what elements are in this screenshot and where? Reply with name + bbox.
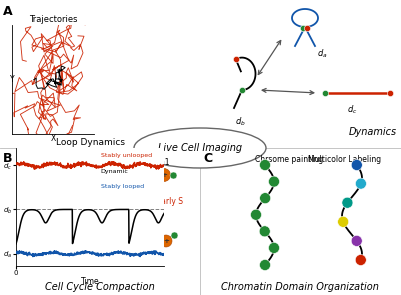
Text: A: A	[3, 5, 12, 18]
Circle shape	[134, 168, 146, 181]
Text: Dynamic: Dynamic	[101, 169, 128, 173]
X-axis label: X: X	[51, 134, 56, 143]
Ellipse shape	[134, 128, 266, 168]
Text: Stably unlooped: Stably unlooped	[101, 153, 152, 158]
Text: Chrsome painting: Chrsome painting	[255, 155, 323, 164]
Circle shape	[338, 216, 348, 227]
Y-axis label: Distance: Distance	[0, 190, 2, 223]
Circle shape	[126, 168, 138, 181]
Text: B: B	[3, 152, 12, 165]
Circle shape	[259, 193, 271, 204]
Circle shape	[149, 225, 161, 237]
Text: +: +	[129, 226, 135, 232]
Circle shape	[137, 233, 149, 245]
Circle shape	[342, 197, 353, 208]
Title: Trajectories: Trajectories	[29, 15, 77, 24]
X-axis label: Time: Time	[81, 277, 99, 286]
Text: Early G1: Early G1	[137, 158, 169, 167]
Y-axis label: Y: Y	[10, 75, 14, 84]
Text: $d_a$: $d_a$	[317, 48, 328, 60]
Text: Multicolor Labeling: Multicolor Labeling	[308, 155, 382, 164]
Text: Dynamics: Dynamics	[349, 127, 397, 137]
Circle shape	[126, 223, 138, 235]
Text: Late G1/Early S: Late G1/Early S	[124, 197, 182, 206]
Text: +: +	[152, 228, 158, 234]
Circle shape	[269, 176, 279, 187]
Text: C: C	[203, 152, 212, 165]
Title: Loop Dynamics: Loop Dynamics	[56, 138, 125, 147]
Circle shape	[160, 235, 172, 247]
Circle shape	[355, 255, 366, 266]
Text: +: +	[137, 172, 143, 178]
Text: Chromatin Domain Organization: Chromatin Domain Organization	[221, 282, 379, 292]
Text: +: +	[145, 172, 151, 178]
Text: +: +	[140, 236, 146, 242]
Text: Stably looped: Stably looped	[101, 184, 144, 189]
Circle shape	[259, 226, 270, 237]
Text: Live Cell Imaging: Live Cell Imaging	[158, 143, 242, 153]
Circle shape	[259, 160, 271, 171]
Circle shape	[351, 235, 362, 246]
Circle shape	[150, 168, 162, 181]
Circle shape	[251, 209, 261, 220]
Circle shape	[355, 178, 367, 189]
Circle shape	[259, 260, 271, 271]
Text: Cell Cycle Compaction: Cell Cycle Compaction	[45, 282, 155, 292]
Text: $d_b$: $d_b$	[235, 116, 245, 129]
Circle shape	[351, 160, 362, 171]
Text: +: +	[161, 172, 167, 178]
Circle shape	[158, 168, 170, 181]
Text: +: +	[163, 238, 169, 244]
Circle shape	[269, 242, 279, 253]
Text: +: +	[129, 172, 135, 178]
Text: +: +	[153, 172, 159, 178]
Text: $d_c$: $d_c$	[347, 103, 357, 116]
Circle shape	[142, 168, 154, 181]
